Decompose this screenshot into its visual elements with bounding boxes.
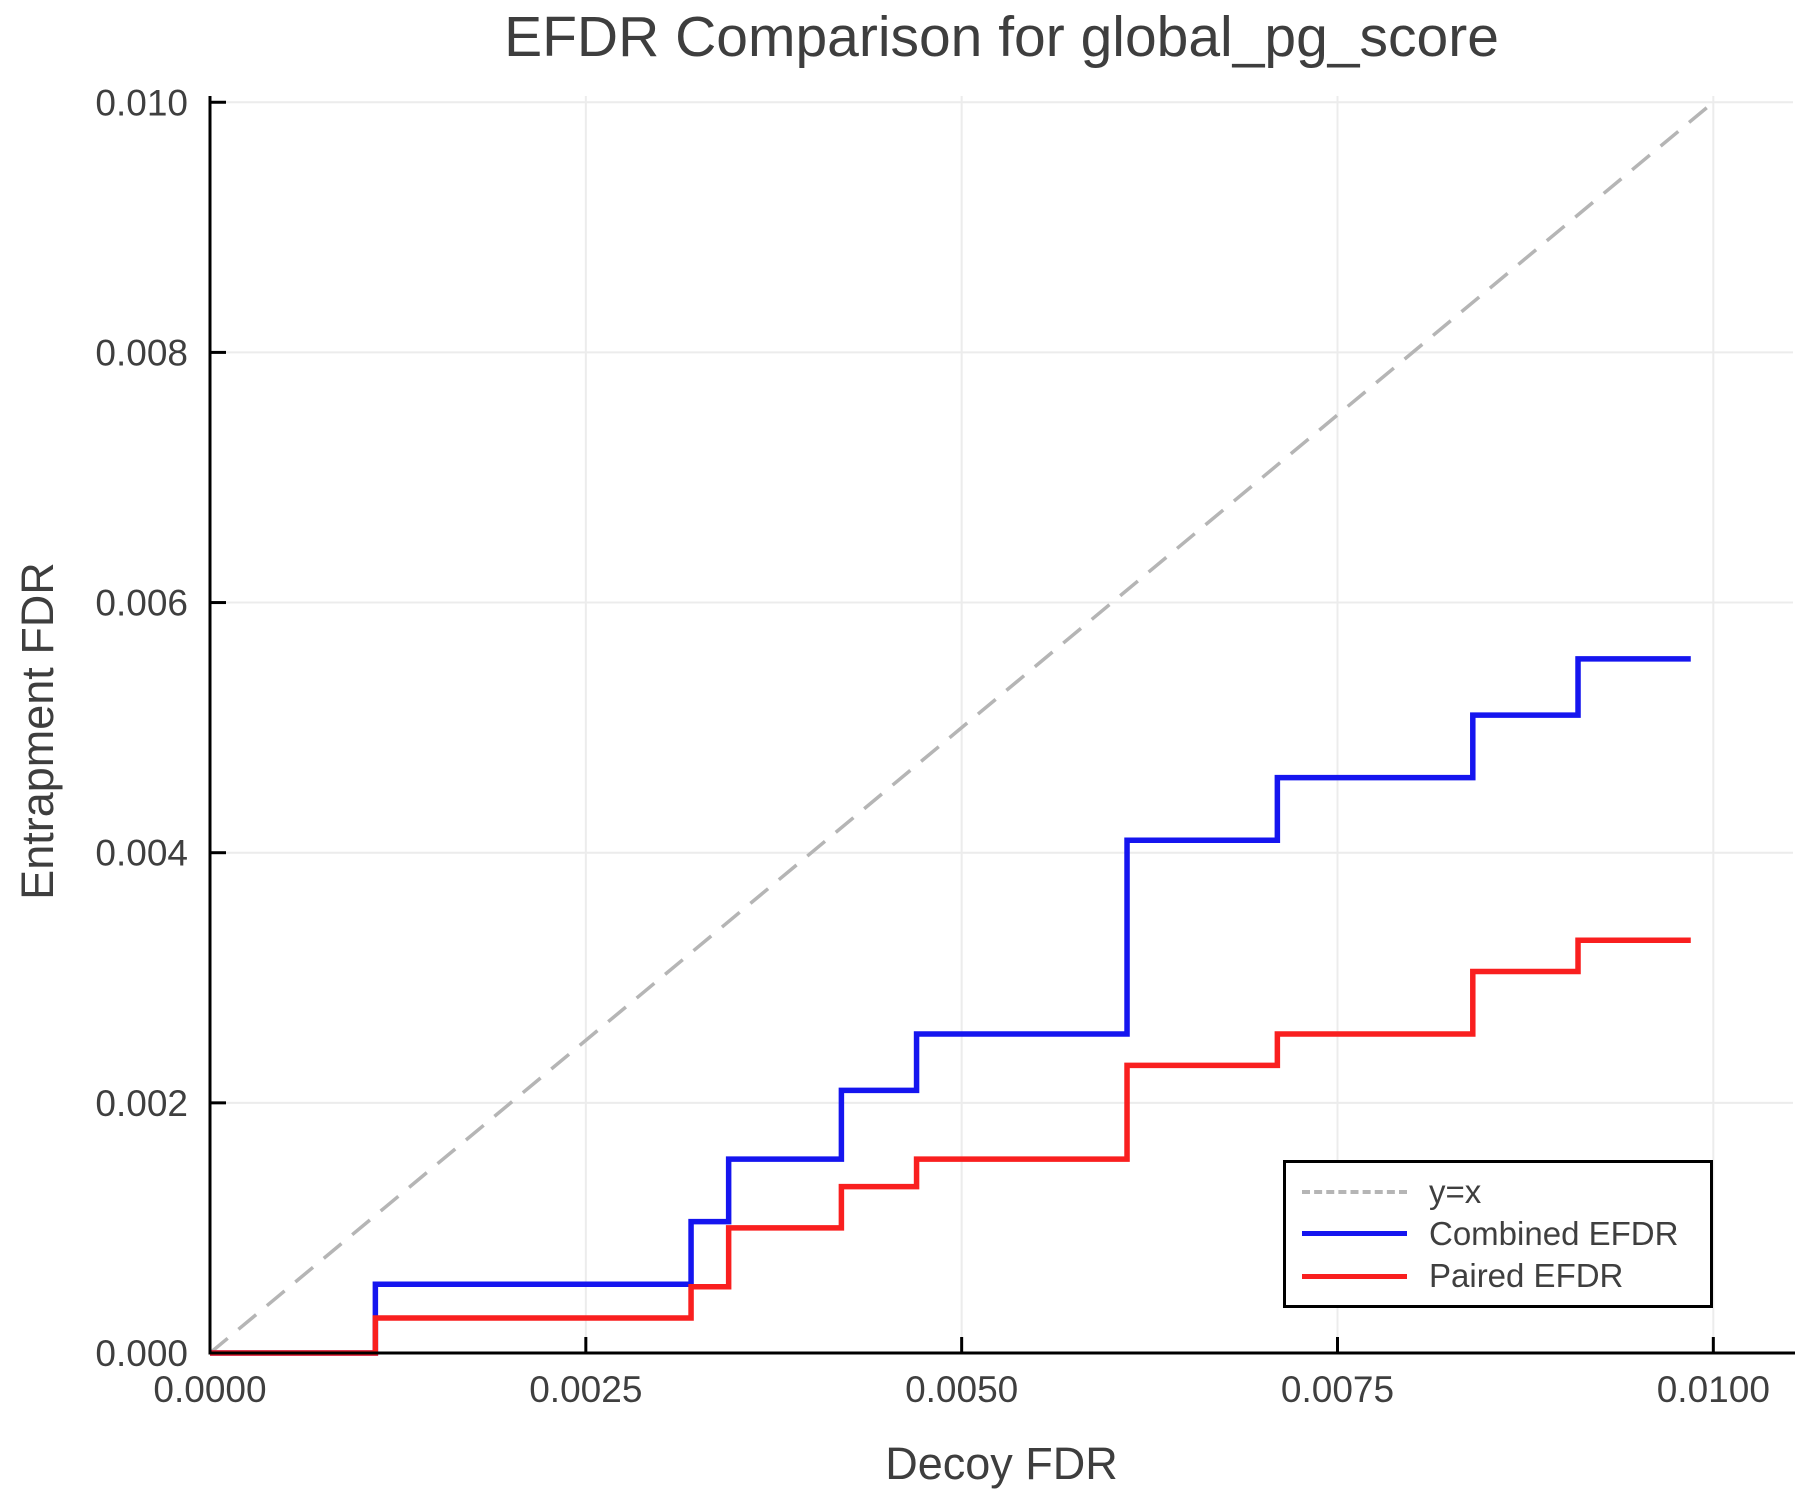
- legend-line-yx-icon: [1302, 1189, 1407, 1194]
- legend-item-paired-efdr: Paired EFDR: [1302, 1256, 1710, 1294]
- y-axis-label: Entrapment FDR: [12, 562, 63, 900]
- y-tick-label: 0.000: [95, 1333, 188, 1374]
- x-axis-label: Decoy FDR: [885, 1438, 1118, 1489]
- y-tick-label: 0.004: [95, 833, 188, 874]
- y-tick-label: 0.002: [95, 1083, 188, 1124]
- legend-item-combined-efdr: Combined EFDR: [1302, 1214, 1710, 1252]
- chart-title: EFDR Comparison for global_pg_score: [504, 5, 1499, 69]
- legend: y=x Combined EFDR Paired EFDR: [1283, 1160, 1713, 1308]
- legend-line-paired-efdr-icon: [1302, 1273, 1407, 1279]
- legend-label-paired-efdr: Paired EFDR: [1429, 1256, 1624, 1294]
- x-tick-label: 0.0000: [153, 1369, 266, 1410]
- x-tick-label: 0.0025: [529, 1369, 642, 1410]
- legend-item-yx: y=x: [1302, 1172, 1710, 1210]
- series-paired-efdr-line: [210, 937, 1691, 1356]
- x-tick-label: 0.0050: [905, 1369, 1018, 1410]
- x-tick-label: 0.0100: [1657, 1369, 1770, 1410]
- series-y-x-line: [208, 100, 1715, 1355]
- x-tick-label: 0.0075: [1281, 1369, 1394, 1410]
- legend-label-combined-efdr: Combined EFDR: [1429, 1214, 1679, 1252]
- series-combined-efdr-line: [210, 656, 1691, 1356]
- y-tick-label: 0.010: [95, 82, 188, 123]
- legend-label-yx: y=x: [1429, 1172, 1482, 1210]
- legend-line-combined-efdr-icon: [1302, 1231, 1407, 1237]
- y-tick-label: 0.008: [95, 332, 188, 373]
- y-tick-label: 0.006: [95, 583, 188, 624]
